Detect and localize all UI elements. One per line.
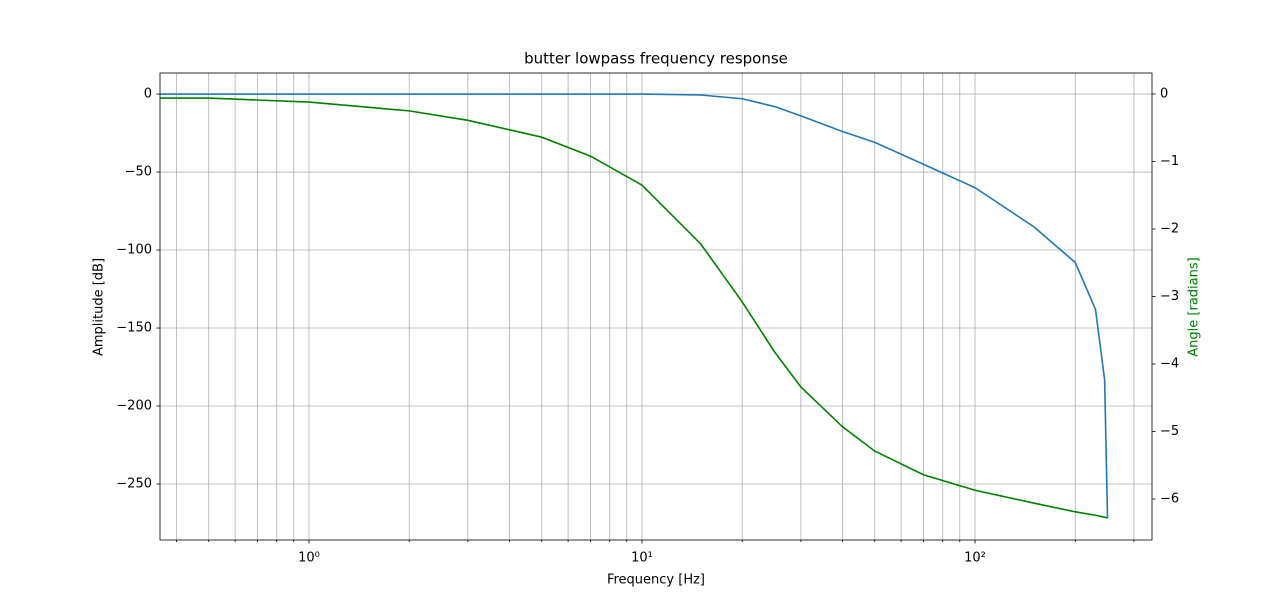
y-tick-label: −150 [116,321,152,336]
y2-tick-label: −3 [1160,289,1179,304]
y2-axis-label: Angle [radians] [1187,257,1202,356]
y-axis-label: Amplitude [dB] [92,258,107,356]
y2-tick-label: 0 [1160,86,1168,101]
y2-tick-label: −6 [1160,492,1179,507]
data-line [160,97,1108,519]
y-tick-label: −200 [116,399,152,414]
y-tick-label: 0 [144,87,152,102]
y-tick-label: −50 [125,165,152,180]
plot-frame [159,72,1153,541]
y2-tick-label: −1 [1160,154,1179,169]
y-tick-label: −250 [116,477,152,492]
y2-tick-label: −4 [1160,357,1179,372]
x-tick-label: 10⁰ [298,551,320,566]
x-axis-label: Frequency [Hz] [607,573,705,588]
y-tick-label: −100 [116,243,152,258]
data-line [160,93,1109,519]
chart-title: butter lowpass frequency response [524,50,788,68]
y2-tick-label: −5 [1160,424,1179,439]
y2-tick-label: −2 [1160,222,1179,237]
x-tick-label: 10² [964,551,986,566]
x-tick-label: 10¹ [631,551,653,566]
